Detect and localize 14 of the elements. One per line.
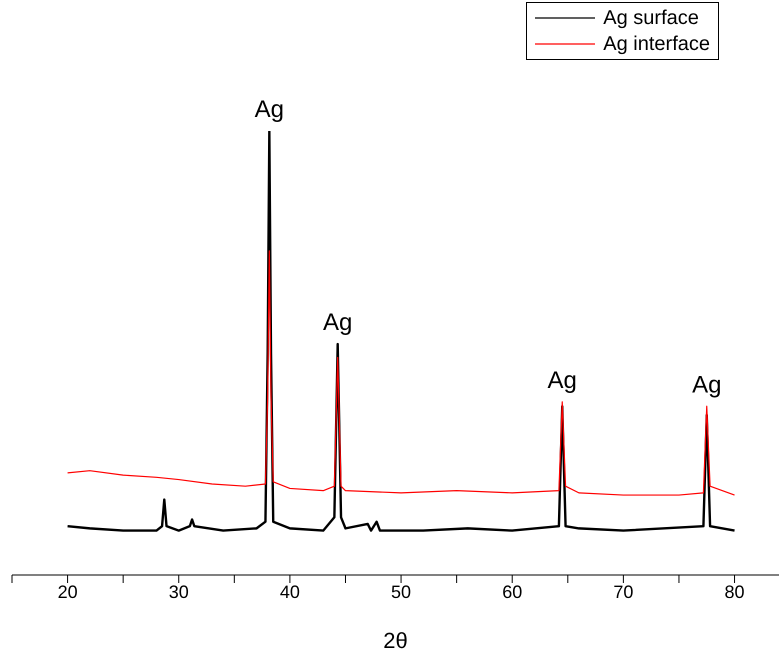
x-tick-label: 30 bbox=[168, 582, 189, 602]
annotation: Ag bbox=[323, 309, 352, 336]
x-tick-label: 80 bbox=[724, 582, 745, 602]
x-axis-title: 2θ bbox=[383, 628, 408, 653]
x-tick-label: 70 bbox=[613, 582, 634, 602]
annotation: Ag bbox=[692, 371, 722, 398]
x-tick-label: 20 bbox=[58, 582, 78, 602]
x-tick-label: 50 bbox=[391, 582, 412, 602]
legend-label: Ag surface bbox=[603, 6, 699, 31]
x-tick-label: 60 bbox=[502, 582, 522, 602]
legend-label: Ag interface bbox=[603, 32, 710, 57]
annotation: Ag bbox=[548, 366, 577, 394]
x-tick-label: 40 bbox=[280, 582, 300, 602]
annotation: Ag bbox=[254, 96, 284, 123]
